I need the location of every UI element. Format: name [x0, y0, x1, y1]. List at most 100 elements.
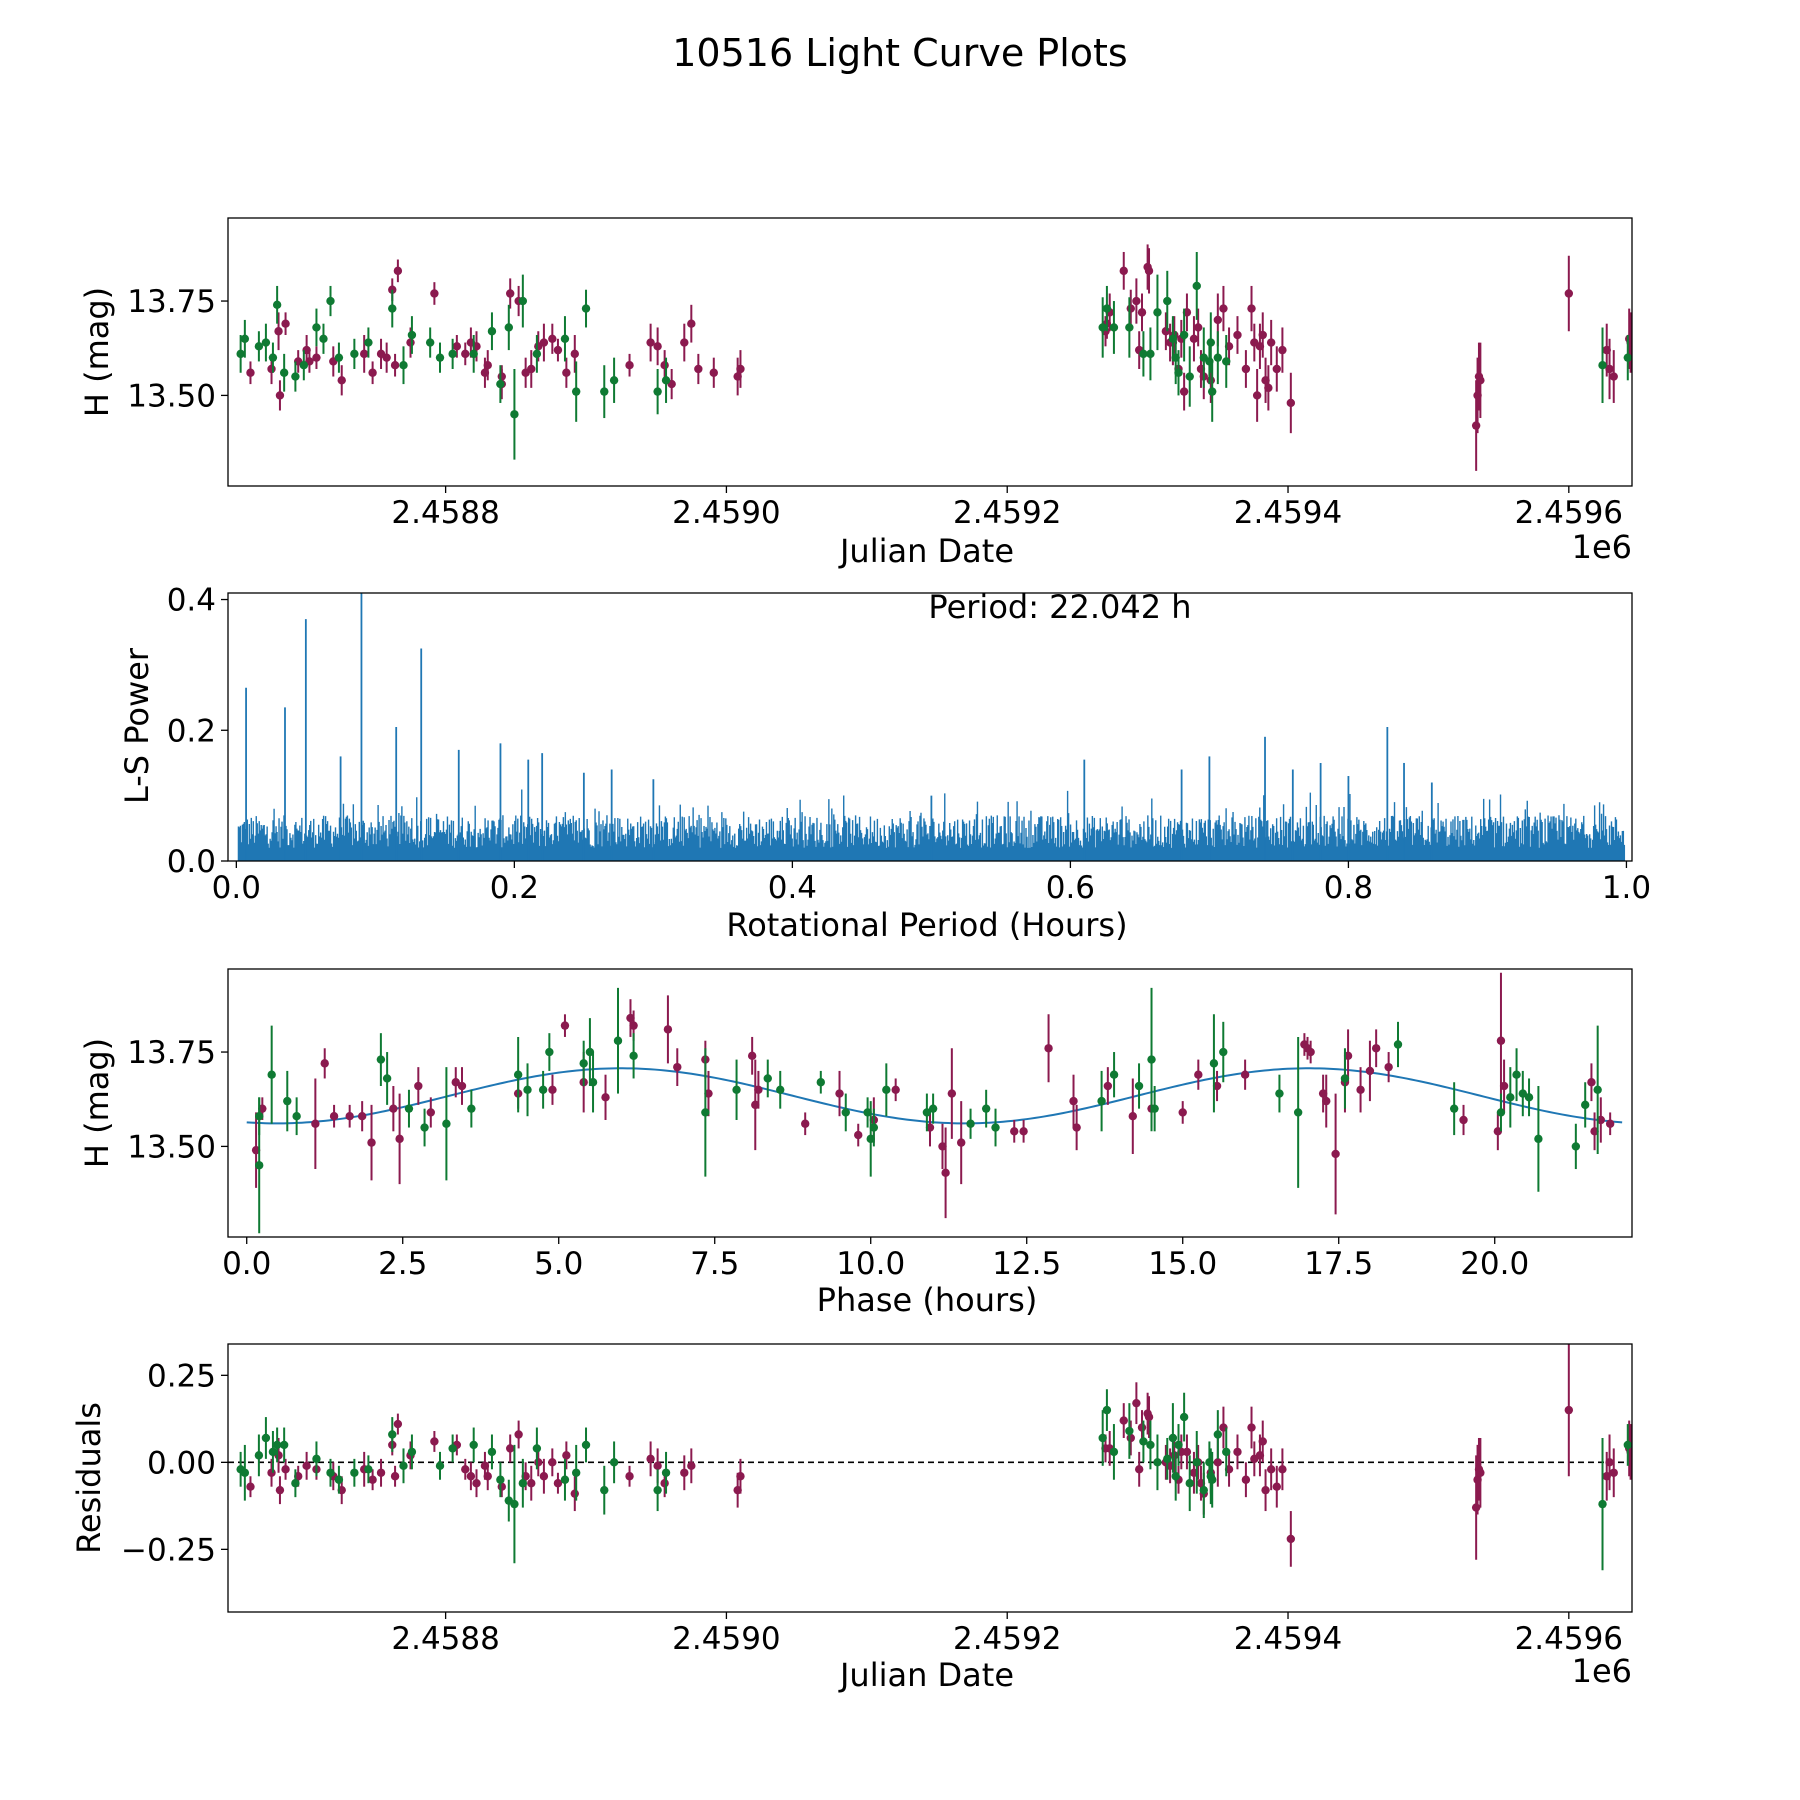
- filter_b-point: [350, 349, 359, 359]
- filter_a-point: [801, 1119, 810, 1128]
- filter_a-point: [1069, 1096, 1078, 1106]
- filter_b-point: [841, 1108, 850, 1117]
- filter_b-point: [334, 353, 344, 362]
- filter_b-point: [869, 1123, 879, 1132]
- filter_a-point: [957, 1138, 966, 1147]
- filter_b-point: [1222, 1447, 1231, 1457]
- filter_b-point: [1109, 323, 1119, 332]
- filter_b-point: [882, 1085, 891, 1094]
- residuals-plot-area: [228, 1344, 1632, 1571]
- filter_a-point: [1144, 266, 1154, 276]
- filter_a-point: [562, 368, 571, 377]
- filter_b-point: [600, 387, 609, 396]
- filter_b-point: [435, 1461, 445, 1471]
- filter_b-point: [1213, 353, 1223, 362]
- filter_a-point: [1258, 330, 1267, 340]
- figure-title: 10516 Light Curve Plots: [672, 31, 1127, 75]
- filter_b-point: [1174, 368, 1183, 377]
- residuals-ytick-label: 0.25: [147, 1358, 216, 1394]
- filter_b-point: [609, 1458, 619, 1467]
- filter_b-point: [1593, 1085, 1602, 1094]
- filter_a-point: [534, 1458, 543, 1467]
- filter_a-point: [1137, 1423, 1147, 1432]
- residuals-xtick-label: 2.4588: [391, 1621, 499, 1657]
- filter_a-point: [376, 1468, 386, 1477]
- filter_b-point: [236, 349, 245, 359]
- filter_a-point: [1471, 421, 1481, 430]
- filter_b-point: [581, 304, 591, 313]
- filter_b-point: [240, 334, 250, 343]
- filter_b-point: [1208, 387, 1217, 396]
- periodogram-xlabel: Rotational Period (Hours): [726, 906, 1127, 944]
- filter_a-point: [736, 364, 745, 374]
- filter_a-point: [1072, 1123, 1081, 1132]
- filter_b-point: [629, 1051, 638, 1061]
- filter_a-point: [1459, 1115, 1468, 1125]
- filter_b-point: [1125, 1426, 1134, 1436]
- filter_a-point: [1178, 1108, 1187, 1117]
- filter_b-point: [1208, 1475, 1217, 1484]
- filter_b-point: [1623, 353, 1632, 362]
- filter_b-point: [425, 338, 435, 347]
- filter_a-point: [553, 345, 563, 355]
- filter_b-point: [1496, 1108, 1506, 1117]
- filter_b-point: [1102, 1405, 1112, 1415]
- periodogram-plot-area: [237, 593, 1626, 861]
- filter_a-point: [1587, 1078, 1596, 1087]
- filter_a-point: [938, 1142, 947, 1151]
- filter_b-point: [532, 1444, 542, 1453]
- filter_b-point: [653, 1485, 662, 1495]
- filter_a-point: [1241, 1475, 1251, 1484]
- filter_a-point: [660, 1479, 669, 1488]
- filter_a-point: [359, 349, 369, 359]
- filter_a-point: [1286, 1534, 1296, 1544]
- filter_b-point: [326, 1468, 335, 1477]
- filter_b-point: [1139, 349, 1148, 359]
- filter_a-point: [947, 1089, 957, 1098]
- filter_a-point: [1266, 1465, 1276, 1474]
- filter_a-point: [1605, 1119, 1615, 1128]
- phased-ylabel: H (mag): [78, 1038, 116, 1168]
- lightcurve-xtick-label: 2.4592: [953, 495, 1061, 531]
- filter_a-point: [1590, 1127, 1599, 1136]
- residuals-offset-label: 1e6: [1572, 1652, 1632, 1690]
- filter_a-point: [430, 289, 439, 298]
- phased-xtick-label: 5.0: [534, 1246, 583, 1282]
- filter_b-point: [448, 1444, 457, 1453]
- residuals-ytick-label: 0.00: [147, 1445, 216, 1481]
- filter_b-point: [1098, 1433, 1107, 1443]
- periodogram-ylabel: L-S Power: [118, 647, 156, 804]
- filter_b-point: [382, 1074, 392, 1083]
- filter_a-point: [1264, 383, 1273, 393]
- filter_a-point: [626, 1013, 635, 1023]
- filter_a-point: [1596, 1115, 1606, 1125]
- phased-xtick-label: 7.5: [690, 1246, 739, 1282]
- phased-panel: Phase (hours) H (mag) 0.0 2.5 5.0 7.5 10.0 12…: [78, 968, 1633, 1319]
- filter_a-point: [1182, 1447, 1192, 1457]
- filter_a-point: [754, 1085, 763, 1094]
- filter_b-point: [600, 1485, 609, 1495]
- filter_b-point: [326, 296, 335, 306]
- filter_b-point: [1097, 1096, 1106, 1106]
- filter_a-point: [302, 1461, 311, 1471]
- filter_b-point: [496, 379, 505, 389]
- filter_a-point: [1119, 266, 1128, 276]
- periodogram-xtick-label: 0.2: [490, 870, 539, 906]
- lightcurve-xtick-label: 2.4596: [1515, 495, 1623, 531]
- filter_b-point: [571, 1468, 581, 1477]
- filter_b-point: [1109, 1070, 1119, 1079]
- filter_b-point: [653, 387, 662, 396]
- lightcurve-panel: Julian Date H (mag) 1e6 2.4588 2.4590 2.45…: [78, 217, 1633, 570]
- filter_a-point: [1564, 1405, 1574, 1415]
- filter_a-point: [357, 1112, 367, 1121]
- filter_b-point: [1518, 1089, 1528, 1098]
- filter_b-point: [496, 1475, 505, 1484]
- filter_b-point: [661, 376, 671, 385]
- phased-xtick-label: 17.5: [1304, 1246, 1373, 1282]
- residuals-ylabel: Residuals: [70, 1402, 108, 1554]
- filter_b-point: [292, 1112, 301, 1121]
- filter_a-point: [646, 338, 655, 347]
- filter_a-point: [312, 353, 321, 362]
- filter_b-point: [701, 1108, 710, 1117]
- filter_a-point: [267, 364, 276, 374]
